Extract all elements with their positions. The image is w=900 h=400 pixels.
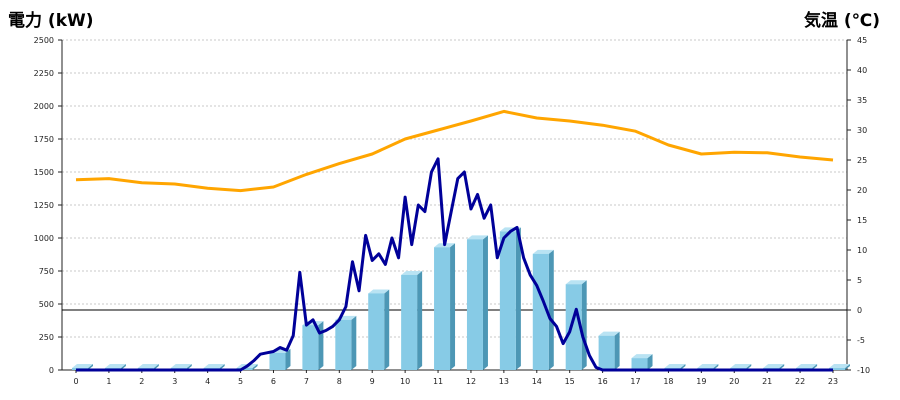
bar-side [351,315,357,370]
x-tick-label: 7 [304,377,309,386]
left-tick-label: 0 [49,366,54,375]
temperature-line [75,109,834,193]
x-tick-label: 17 [630,377,640,386]
x-tick-label: 4 [205,377,210,386]
right-tick-label: -5 [857,336,865,345]
bar [434,247,451,370]
left-axis-title: 電力 (kW) [8,11,94,31]
bar-top [763,364,785,368]
x-tick-label: 18 [663,377,673,386]
bar-top [664,364,686,368]
left-tick-label: 1500 [34,168,54,177]
bar-top [565,280,587,285]
right-tick-label: -10 [857,366,870,375]
x-tick-label: 0 [73,377,78,386]
bar [302,325,319,370]
x-tick-label: 16 [598,377,608,386]
x-tick-label: 13 [499,377,509,386]
left-tick-label: 750 [39,267,54,276]
right-tick-label: 5 [857,276,862,285]
power-line [76,157,833,372]
bar [598,335,615,370]
x-tick-label: 23 [828,377,838,386]
bar [631,358,648,370]
bar-top [170,364,192,368]
bar-top [730,364,752,368]
left-tick-label: 2000 [34,102,54,111]
bar-side [252,364,258,370]
bar-top [203,364,225,368]
x-tick-label: 14 [532,377,542,386]
bar-side [285,348,291,370]
bar [466,239,483,370]
right-tick-label: 20 [857,186,867,195]
bar-side [482,235,488,370]
bar [565,284,582,370]
bar-side [384,289,390,370]
left-tick-label: 250 [39,333,54,342]
right-tick-label: 0 [857,306,862,315]
x-tick-label: 6 [271,377,276,386]
bar [269,352,286,370]
x-tick-label: 22 [795,377,805,386]
right-tick-label: 25 [857,156,867,165]
right-tick-label: 40 [857,66,867,75]
x-tick-label: 20 [729,377,739,386]
bar [335,319,352,370]
bar-top [598,331,620,336]
x-tick-label: 21 [762,377,772,386]
left-tick-label: 2500 [34,36,54,45]
x-tick-label: 15 [565,377,575,386]
right-axis-title: 気温 (℃) [803,11,880,31]
right-tick-label: 15 [857,216,867,225]
x-tick-label: 9 [370,377,375,386]
bar-top [697,364,719,368]
bar [499,231,516,370]
left-tick-label: 1750 [34,135,54,144]
left-tick-label: 500 [39,300,54,309]
x-tick-label: 1 [106,377,111,386]
x-tick-label: 5 [238,377,243,386]
x-tick-label: 12 [466,377,476,386]
right-tick-label: 35 [857,96,867,105]
x-tick-label: 2 [139,377,144,386]
bar-side [845,364,850,370]
right-tick-label: 30 [857,126,867,135]
x-tick-label: 3 [172,377,177,386]
x-tick-label: 11 [433,377,443,386]
bar-top [72,364,93,368]
left-tick-label: 1250 [34,201,54,210]
bar [401,274,418,370]
right-tick-label: 45 [857,36,867,45]
x-tick-label: 8 [337,377,342,386]
bar [368,293,385,370]
bar-side [515,227,521,370]
bar-side [318,321,324,370]
bar-side [614,331,620,370]
right-tick-label: 10 [857,246,867,255]
bar-top [829,364,850,368]
left-tick-label: 1000 [34,234,54,243]
bar-top [137,364,159,368]
bar-top [532,249,554,254]
bar-side [647,354,653,370]
bar-side [548,249,554,370]
left-tick-label: 2250 [34,69,54,78]
bar-side [417,270,423,370]
bar-side [450,243,456,370]
bar-top [104,364,126,368]
bar-top [401,270,423,275]
bar-top [631,354,653,359]
bar-top [368,289,390,294]
bar [829,368,845,370]
x-tick-label: 10 [400,377,410,386]
x-tick-label: 19 [696,377,706,386]
bar-side [581,280,587,370]
bar-top [466,235,488,240]
bar-top [796,364,818,368]
